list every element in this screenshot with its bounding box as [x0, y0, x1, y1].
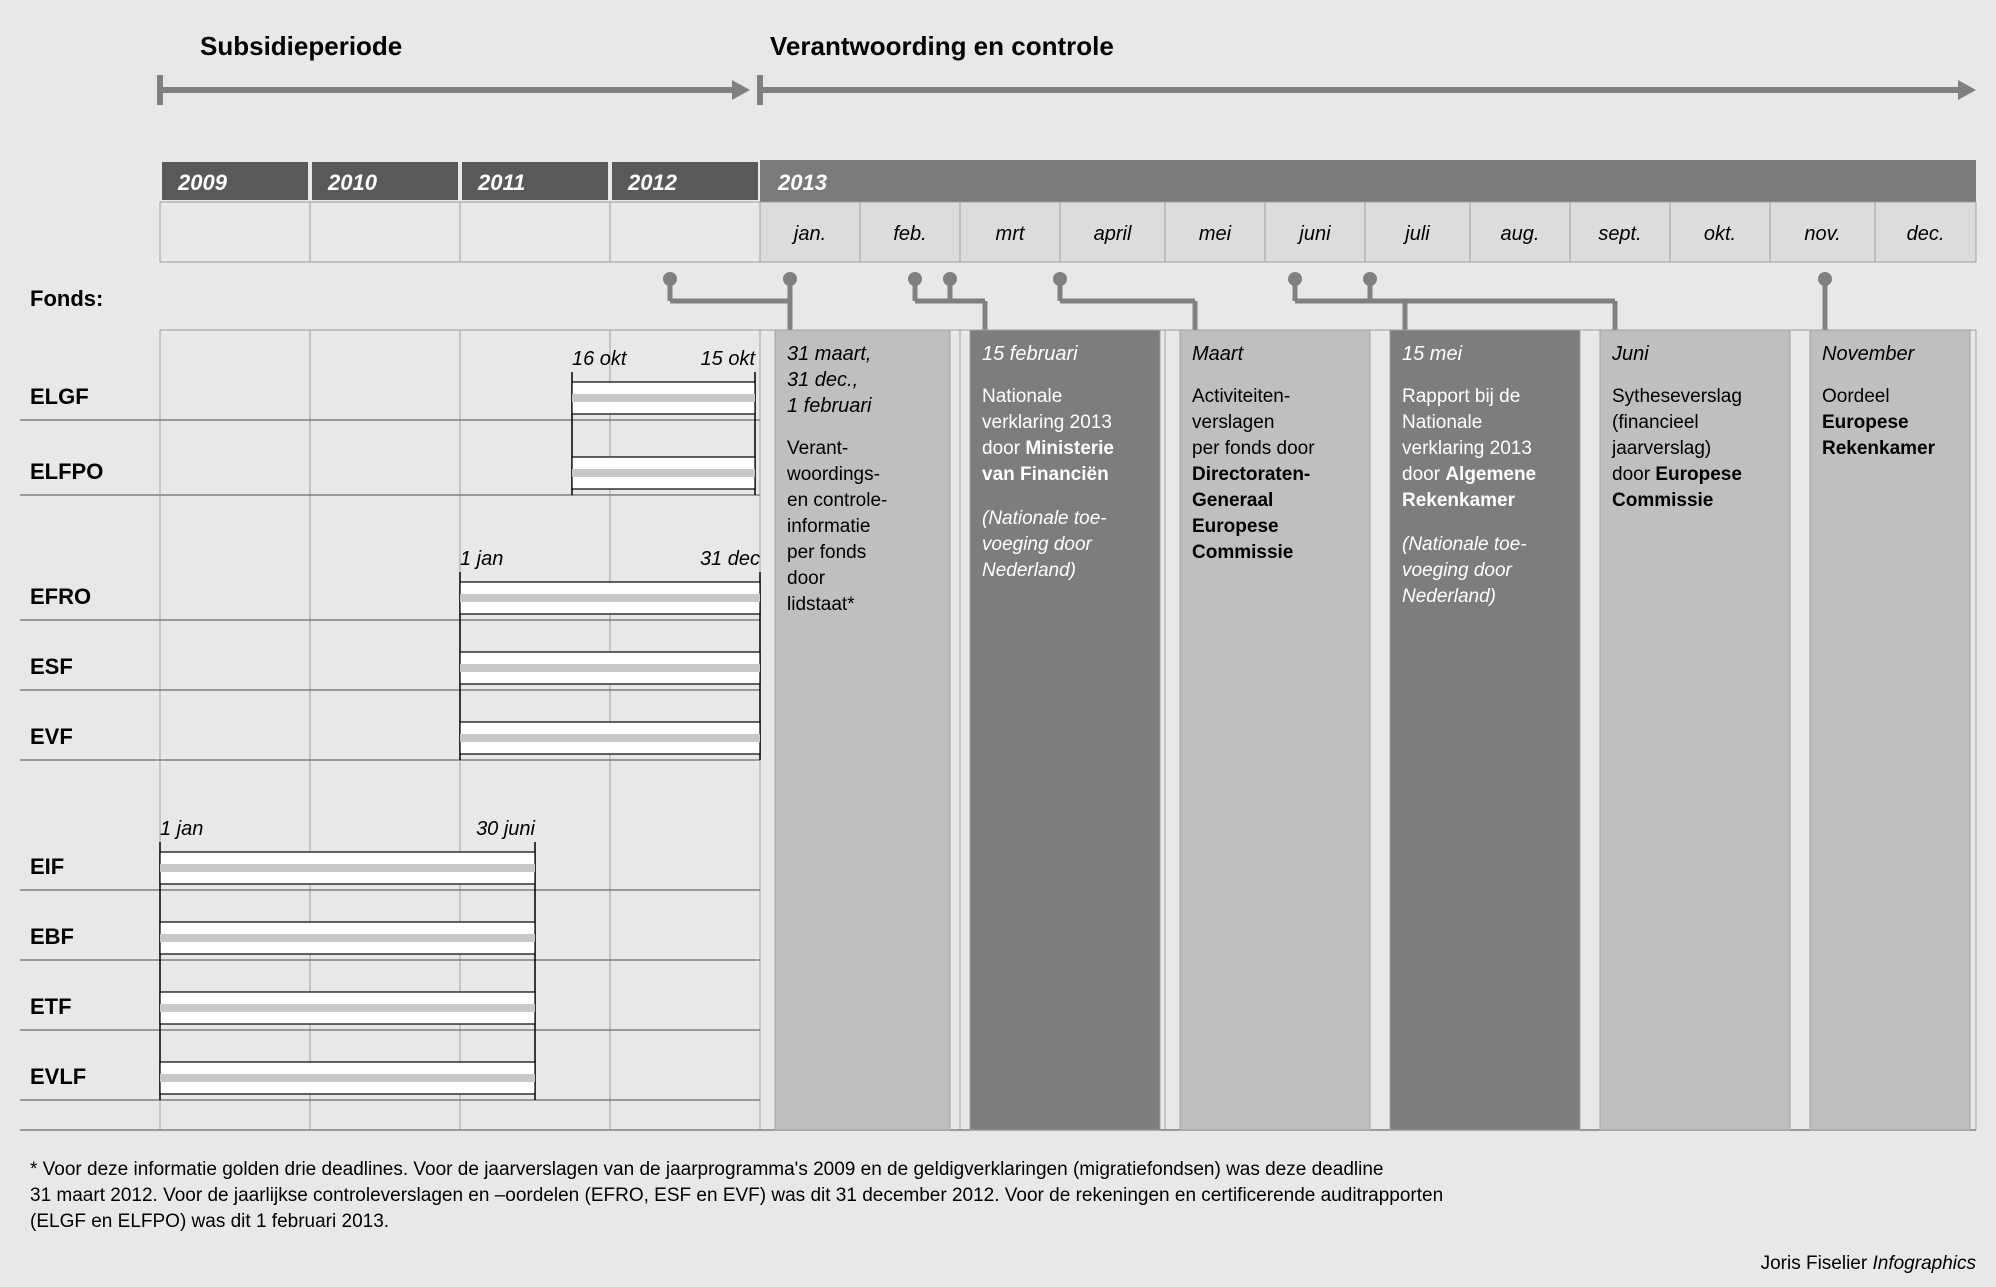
svg-text:ETF: ETF: [30, 994, 72, 1019]
svg-text:31 dec.,: 31 dec.,: [787, 369, 858, 391]
svg-text:Rapport bij de: Rapport bij de: [1402, 386, 1520, 407]
svg-text:(ELGF en ELFPO) was dit 1 febr: (ELGF en ELFPO) was dit 1 februari 2013.: [30, 1211, 389, 1232]
svg-text:15 mei: 15 mei: [1402, 343, 1463, 365]
svg-text:Nederland): Nederland): [1402, 586, 1496, 607]
svg-text:2011: 2011: [477, 170, 525, 195]
svg-text:30 juni: 30 juni: [476, 818, 535, 840]
svg-text:door: door: [787, 568, 826, 589]
svg-text:31 dec: 31 dec: [700, 548, 760, 570]
svg-text:2009: 2009: [177, 170, 228, 195]
svg-text:aug.: aug.: [1501, 223, 1540, 245]
svg-text:EIF: EIF: [30, 854, 64, 879]
svg-text:Europese: Europese: [1192, 516, 1279, 537]
svg-text:31 maart 2012. Voor de jaarlij: 31 maart 2012. Voor de jaarlijkse contro…: [30, 1185, 1443, 1206]
svg-text:EBF: EBF: [30, 924, 74, 949]
svg-text:ELFPO: ELFPO: [30, 459, 103, 484]
svg-text:EVLF: EVLF: [30, 1064, 86, 1089]
svg-text:jan.: jan.: [791, 223, 826, 245]
svg-text:voeging door: voeging door: [982, 534, 1093, 555]
svg-text:per fonds: per fonds: [787, 542, 866, 563]
svg-text:voeging door: voeging door: [1402, 560, 1513, 581]
svg-text:2012: 2012: [627, 170, 678, 195]
svg-text:Nationale: Nationale: [982, 386, 1062, 407]
svg-text:door Ministerie: door Ministerie: [982, 438, 1114, 459]
svg-text:Commissie: Commissie: [1612, 490, 1713, 511]
timeline-infographic: Subsidieperiode Verantwoording en control…: [0, 0, 1996, 1287]
svg-text:Generaal: Generaal: [1192, 490, 1273, 511]
svg-text:Verant-: Verant-: [787, 438, 848, 459]
svg-text:mei: mei: [1199, 223, 1232, 245]
svg-text:Activiteiten-: Activiteiten-: [1192, 386, 1290, 407]
svg-text:1 jan: 1 jan: [460, 548, 503, 570]
svg-text:door Algemene: door Algemene: [1402, 464, 1536, 485]
svg-text:okt.: okt.: [1704, 223, 1736, 245]
svg-text:31 maart,: 31 maart,: [787, 343, 871, 365]
svg-text:april: april: [1094, 223, 1132, 245]
svg-text:Maart: Maart: [1192, 343, 1245, 365]
svg-text:dec.: dec.: [1907, 223, 1945, 245]
svg-text:jaarverslag): jaarverslag): [1611, 438, 1711, 459]
svg-text:(financieel: (financieel: [1612, 412, 1699, 433]
svg-text:en controle-: en controle-: [787, 490, 887, 511]
svg-text:ELGF: ELGF: [30, 384, 89, 409]
svg-text:1 jan: 1 jan: [160, 818, 203, 840]
svg-text:16 okt: 16 okt: [572, 348, 628, 370]
svg-text:Fonds:: Fonds:: [30, 286, 103, 311]
svg-text:mrt: mrt: [996, 223, 1026, 245]
svg-text:feb.: feb.: [893, 223, 926, 245]
svg-text:juni: juni: [1296, 223, 1331, 245]
svg-text:2010: 2010: [327, 170, 378, 195]
svg-text:Commissie: Commissie: [1192, 542, 1293, 563]
svg-text:Nederland): Nederland): [982, 560, 1076, 581]
svg-text:juli: juli: [1402, 223, 1430, 245]
svg-text:door Europese: door Europese: [1612, 464, 1742, 485]
svg-text:nov.: nov.: [1804, 223, 1840, 245]
svg-text:ESF: ESF: [30, 654, 73, 679]
svg-text:Rekenkamer: Rekenkamer: [1822, 438, 1936, 459]
svg-text:woordings-: woordings-: [786, 464, 880, 485]
svg-text:sept.: sept.: [1598, 223, 1641, 245]
svg-text:(Nationale toe-: (Nationale toe-: [982, 508, 1107, 529]
svg-text:15 februari: 15 februari: [982, 343, 1078, 365]
svg-text:lidstaat*: lidstaat*: [787, 594, 855, 615]
svg-text:Rekenkamer: Rekenkamer: [1402, 490, 1516, 511]
svg-text:verslagen: verslagen: [1192, 412, 1274, 433]
svg-text:Sytheseverslag: Sytheseverslag: [1612, 386, 1742, 407]
svg-text:November: November: [1822, 343, 1916, 365]
svg-text:15 okt: 15 okt: [701, 348, 757, 370]
svg-text:Europese: Europese: [1822, 412, 1909, 433]
svg-text:verklaring 2013: verklaring 2013: [982, 412, 1112, 433]
svg-text:2013: 2013: [777, 170, 827, 195]
svg-text:Juni: Juni: [1611, 343, 1649, 365]
svg-text:EFRO: EFRO: [30, 584, 91, 609]
header-right: Verantwoording en controle: [770, 31, 1114, 61]
svg-text:Nationale: Nationale: [1402, 412, 1482, 433]
svg-text:EVF: EVF: [30, 724, 73, 749]
svg-text:Oordeel: Oordeel: [1822, 386, 1890, 407]
svg-text:(Nationale toe-: (Nationale toe-: [1402, 534, 1527, 555]
svg-text:1 februari: 1 februari: [787, 395, 872, 417]
svg-text:* Voor deze informatie golden: * Voor deze informatie golden drie deadl…: [30, 1159, 1383, 1180]
svg-text:Joris Fiselier Infographics: Joris Fiselier Infographics: [1761, 1253, 1977, 1274]
svg-text:per fonds door: per fonds door: [1192, 438, 1315, 459]
svg-text:Directoraten-: Directoraten-: [1192, 464, 1310, 485]
svg-text:verklaring 2013: verklaring 2013: [1402, 438, 1532, 459]
svg-text:van Financiën: van Financiën: [982, 464, 1109, 485]
svg-text:informatie: informatie: [787, 516, 870, 537]
header-left: Subsidieperiode: [200, 31, 402, 61]
